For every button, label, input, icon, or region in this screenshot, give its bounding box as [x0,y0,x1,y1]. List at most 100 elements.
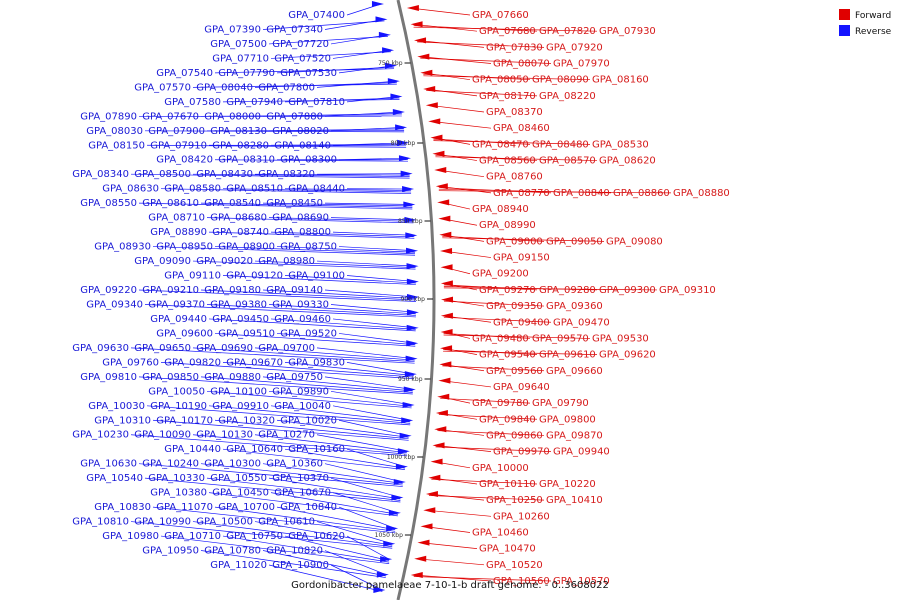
reverse-gene-label: GPA_08740 [212,227,269,238]
reverse-gene-label: GPA_08610 [142,198,199,209]
reverse-gene-label: GPA_10900 [272,560,329,571]
reverse-gene-label: GPA_09520 [280,328,337,339]
reverse-connector-line [254,173,410,176]
reverse-gene-label: GPA_10370 [272,473,329,484]
reverse-connector-line [138,463,403,487]
reverse-connector-line [130,521,393,549]
reverse-gene-label: GPA_08280 [212,140,269,151]
reverse-connector-line [200,202,413,208]
reverse-gene-label: GPA_10230 [72,430,129,441]
reverse-connector-line [324,19,385,30]
reverse-gene-label: GPA_10700 [218,502,275,513]
reverse-connector-line [332,49,392,59]
reverse-gene-label: GPA_07800 [258,82,315,93]
reverse-gene-label: GPA_08980 [258,256,315,267]
features-track [371,1,453,593]
forward-legend-swatch [839,9,850,20]
reverse-gene-label: GPA_08750 [280,242,337,253]
reverse-feature-arrow [385,62,398,69]
forward-gene-label: GPA_09300 [599,285,656,296]
reverse-gene-label: GPA_08000 [204,111,261,122]
forward-feature-arrow [432,442,445,449]
reverse-gene-label: GPA_09220 [80,285,137,296]
forward-gene-label: GPA_08480 [532,139,589,150]
reverse-gene-label: GPA_10780 [204,546,261,557]
reverse-gene-label: GPA_09440 [150,314,207,325]
reverse-gene-label: GPA_09020 [196,256,253,267]
reverse-gene-label: GPA_10050 [148,386,205,397]
reverse-feature-arrow [403,386,416,393]
reverse-gene-label: GPA_10500 [196,517,253,528]
reverse-gene-label: GPA_09890 [272,386,329,397]
reverse-feature-arrow [383,540,396,547]
reverse-connector-line [338,419,409,437]
reverse-connector-line [270,51,392,59]
reverse-feature-arrow [404,371,417,378]
reverse-gene-label: GPA_09650 [134,343,191,354]
forward-feature-arrow [435,410,448,416]
reverse-gene-label: GPA_08500 [134,169,191,180]
forward-gene-label: GPA_09150 [493,253,550,264]
forward-connector-line [426,90,538,97]
forward-connector-line [417,558,485,566]
reverse-connector-line [262,550,386,577]
forward-gene-label: GPA_09000 [486,236,543,247]
reverse-gene-label: GPA_08020 [272,126,329,137]
reverse-gene-label: GPA_09820 [164,357,221,368]
reverse-gene-label: GPA_08580 [164,184,221,195]
forward-connector-line [428,493,485,501]
reverse-connector-line [270,492,398,515]
forward-feature-arrow [410,21,423,28]
reverse-connector-line [192,434,407,455]
reverse-gene-label: GPA_09690 [196,343,253,354]
forward-feature-arrow [440,264,453,271]
reverse-connector-line [268,477,401,500]
reverse-gene-label: GPA_10440 [164,444,221,455]
forward-connector-line [409,7,471,16]
reverse-feature-arrow [403,201,416,208]
forward-gene-label: GPA_08560 [479,156,536,167]
reverse-connector-line [130,347,415,364]
reverse-connector-line [276,246,416,253]
forward-gene-label: GPA_10520 [486,560,543,571]
reverse-gene-label: GPA_11020 [210,560,267,571]
reverse-gene-label: GPA_08430 [196,169,253,180]
reverse-gene-label: GPA_07710 [212,53,269,64]
forward-connector-line [433,140,591,145]
reverse-gene-label: GPA_08320 [258,169,315,180]
reverse-connector-line [324,202,413,205]
reverse-gene-label: GPA_07940 [226,97,283,108]
reverse-gene-label: GPA_07570 [134,82,191,93]
forward-feature-arrow [425,491,438,497]
forward-gene-label: GPA_10110 [479,479,536,490]
reverse-gene-label: GPA_09120 [226,271,283,282]
reverse-gene-label: GPA_09370 [148,299,205,310]
forward-gene-label: GPA_08990 [479,220,536,231]
forward-gene-label: GPA_08770 [493,188,550,199]
reverse-gene-label: GPA_09180 [204,285,261,296]
reverse-feature-arrow [398,155,411,162]
forward-connector-line [431,478,538,485]
reverse-connector-line [222,99,400,103]
reverse-connector-line [144,130,405,133]
reverse-connector-line [206,217,414,224]
forward-gene-label: GPA_09310 [659,285,716,296]
reverse-gene-label: GPA_10820 [266,546,323,557]
reverse-gene-label: GPA_10020 [280,415,337,426]
forward-gene-label: GPA_09870 [546,430,603,441]
forward-gene-label: GPA_08860 [613,188,670,199]
forward-gene-label: GPA_10570 [553,576,610,587]
forward-feature-arrow [440,345,453,352]
forward-feature-arrow [440,248,453,254]
forward-gene-label: GPA_07970 [553,59,610,70]
reverse-connector-line [214,68,395,74]
reverse-connector-line [330,217,414,221]
reverse-connector-line [208,318,416,332]
reverse-gene-label: GPA_08800 [274,227,331,238]
reverse-feature-arrow [405,232,418,239]
forward-connector-line [420,57,552,64]
reverse-connector-line [138,376,413,395]
forward-gene-label: GPA_07920 [546,42,603,53]
reverse-feature-arrow [391,494,404,501]
